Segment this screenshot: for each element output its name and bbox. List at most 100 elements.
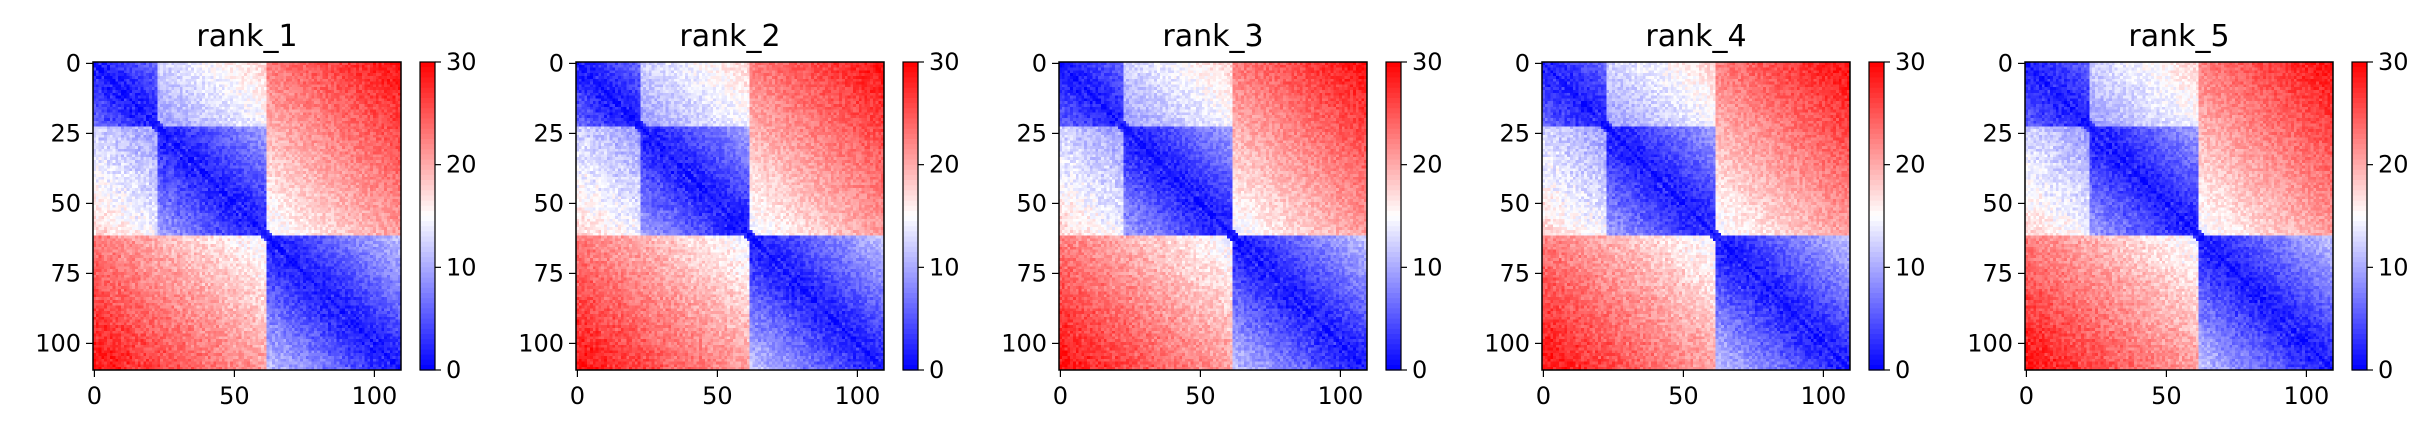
colorbar-segment bbox=[420, 267, 435, 274]
colorbar-segment bbox=[420, 277, 435, 284]
colorbar-segment bbox=[1386, 185, 1401, 191]
colorbar-segment bbox=[2352, 334, 2367, 340]
colorbar-segment bbox=[903, 246, 918, 253]
colorbar-segment bbox=[420, 231, 435, 238]
colorbar-segment bbox=[903, 103, 918, 109]
colorbar-segment bbox=[1869, 154, 1884, 161]
colorbar-segment bbox=[2352, 190, 2367, 197]
x-tick-label: 50 bbox=[219, 382, 250, 410]
colorbar-segment bbox=[1869, 236, 1884, 243]
colorbar-segment bbox=[1869, 190, 1884, 197]
x-tick-label: 100 bbox=[1317, 382, 1363, 410]
colorbar-segment bbox=[1386, 359, 1401, 366]
colorbar-segment bbox=[1869, 164, 1884, 171]
colorbar-segment bbox=[903, 216, 918, 222]
colorbar-segment bbox=[420, 159, 435, 166]
colorbar-segment bbox=[2352, 67, 2367, 73]
colorbar-segment bbox=[2352, 108, 2367, 114]
colorbar-segment bbox=[1386, 226, 1401, 232]
y-tick-label: 100 bbox=[1001, 329, 1047, 357]
colorbar-segment bbox=[1386, 334, 1401, 340]
colorbar-segment bbox=[903, 164, 918, 171]
colorbar-segment bbox=[2352, 262, 2367, 268]
colorbar-segment bbox=[1869, 159, 1884, 166]
x-tick-label: 0 bbox=[1053, 382, 1068, 410]
colorbar-segment bbox=[420, 139, 435, 145]
colorbar-segment bbox=[2352, 200, 2367, 207]
x-tick-label: 50 bbox=[702, 382, 733, 410]
colorbar-segment bbox=[2352, 277, 2367, 284]
colorbar-segment bbox=[2352, 144, 2367, 150]
colorbar-segment bbox=[1869, 174, 1884, 181]
colorbar-segment bbox=[903, 144, 918, 150]
colorbar-segment bbox=[1386, 251, 1401, 258]
heatmap-image bbox=[93, 62, 401, 370]
colorbar-segment bbox=[1386, 200, 1401, 207]
colorbar-segment bbox=[1386, 236, 1401, 243]
colorbar-segment bbox=[1386, 241, 1401, 248]
colorbar-segment bbox=[903, 174, 918, 181]
y-tick-label: 0 bbox=[1515, 49, 1530, 77]
colorbar-segment bbox=[903, 221, 918, 227]
colorbar-segment bbox=[2352, 149, 2367, 155]
colorbar-segment bbox=[1869, 308, 1884, 315]
colorbar-segment bbox=[420, 236, 435, 243]
colorbar-frame bbox=[1868, 61, 1885, 371]
colorbar-segment bbox=[1869, 216, 1884, 222]
colorbar-segment bbox=[1869, 169, 1884, 176]
colorbar-segment bbox=[2352, 287, 2367, 294]
colorbar-segment bbox=[1869, 334, 1884, 340]
colorbar-segment bbox=[420, 282, 435, 289]
colorbar-segment bbox=[903, 169, 918, 176]
colorbar-segment bbox=[2352, 236, 2367, 243]
colorbar-segment bbox=[1386, 87, 1401, 94]
colorbar-segment bbox=[1386, 77, 1401, 84]
colorbar-segment bbox=[420, 82, 435, 89]
colorbar-segment bbox=[1386, 287, 1401, 294]
colorbar-segment bbox=[2352, 313, 2367, 320]
colorbar-segment bbox=[2352, 139, 2367, 145]
colorbar-segment bbox=[1869, 92, 1884, 99]
y-tick-label: 50 bbox=[1016, 189, 1047, 217]
colorbar-tick-label: 30 bbox=[446, 48, 477, 76]
colorbar-segment bbox=[420, 339, 435, 345]
colorbar-segment bbox=[2352, 282, 2367, 289]
colorbar-segment bbox=[420, 221, 435, 227]
colorbar-segment bbox=[1869, 185, 1884, 191]
colorbar-segment bbox=[2352, 303, 2367, 309]
y-tick-label: 75 bbox=[1016, 259, 1047, 287]
colorbar-segment bbox=[1869, 133, 1884, 140]
colorbar-frame bbox=[419, 61, 436, 371]
colorbar-segment bbox=[1386, 190, 1401, 197]
colorbar-segment bbox=[1386, 72, 1401, 78]
colorbar-segment bbox=[420, 154, 435, 161]
y-tick-label: 25 bbox=[533, 119, 564, 147]
colorbar-segment bbox=[903, 123, 918, 130]
colorbar-segment bbox=[420, 323, 435, 330]
colorbar-segment bbox=[1386, 323, 1401, 330]
colorbar-tick-label: 10 bbox=[1412, 253, 1443, 281]
colorbar-segment bbox=[903, 200, 918, 207]
colorbar-segment bbox=[2352, 323, 2367, 330]
chart-title: rank_2 bbox=[679, 19, 780, 54]
colorbar-tick-label: 30 bbox=[2378, 48, 2409, 76]
colorbar-segment bbox=[1386, 354, 1401, 361]
plot-frame bbox=[575, 61, 885, 371]
colorbar-segment bbox=[1869, 364, 1884, 371]
colorbar-segment bbox=[1869, 277, 1884, 284]
colorbar-segment bbox=[420, 303, 435, 309]
colorbar-segment bbox=[1869, 210, 1884, 217]
colorbar-segment bbox=[2352, 231, 2367, 238]
colorbar-segment bbox=[420, 251, 435, 258]
y-tick-label: 0 bbox=[66, 49, 81, 77]
colorbar-segment bbox=[1869, 272, 1884, 279]
colorbar-segment bbox=[2352, 349, 2367, 356]
colorbar-segment bbox=[1869, 287, 1884, 294]
y-tick-label: 0 bbox=[1998, 49, 2013, 77]
colorbar-segment bbox=[420, 359, 435, 366]
colorbar-segment bbox=[1869, 77, 1884, 84]
colorbar-segment bbox=[903, 287, 918, 294]
